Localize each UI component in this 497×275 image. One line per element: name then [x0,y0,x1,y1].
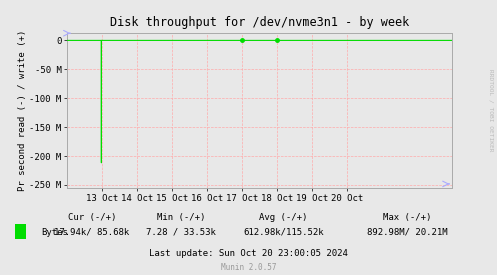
Text: 892.98M/ 20.21M: 892.98M/ 20.21M [367,228,448,237]
Text: Min (-/+): Min (-/+) [157,213,206,222]
Text: RRDTOOL / TOBI OETIKER: RRDTOOL / TOBI OETIKER [489,69,494,151]
Text: 612.98k/115.52k: 612.98k/115.52k [243,228,324,237]
Text: Cur (-/+): Cur (-/+) [68,213,116,222]
Text: Bytes: Bytes [41,228,68,237]
Text: Munin 2.0.57: Munin 2.0.57 [221,263,276,272]
Text: 17.94k/ 85.68k: 17.94k/ 85.68k [54,228,130,237]
Text: Avg (-/+): Avg (-/+) [259,213,308,222]
Text: Last update: Sun Oct 20 23:00:05 2024: Last update: Sun Oct 20 23:00:05 2024 [149,249,348,258]
Y-axis label: Pr second read (-) / write (+): Pr second read (-) / write (+) [17,30,26,191]
Text: Max (-/+): Max (-/+) [383,213,432,222]
Text: 7.28 / 33.53k: 7.28 / 33.53k [147,228,216,237]
Title: Disk throughput for /dev/nvme3n1 - by week: Disk throughput for /dev/nvme3n1 - by we… [110,16,410,29]
